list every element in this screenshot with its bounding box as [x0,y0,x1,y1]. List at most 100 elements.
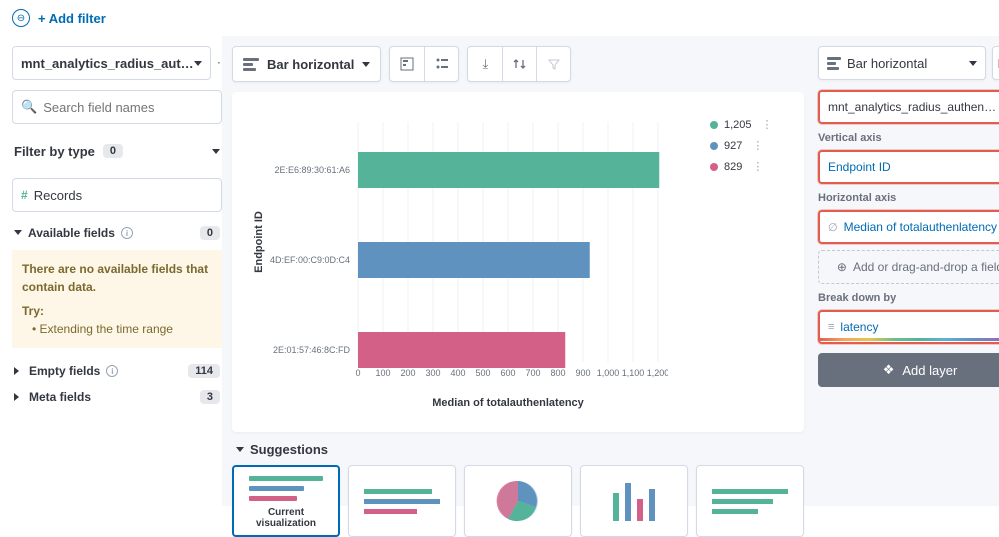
legend-label: 1,205 [724,119,752,131]
suggestion-card[interactable] [580,465,688,537]
plus-icon: ⊕ [837,260,847,274]
suggestion-card[interactable] [348,465,456,537]
svg-text:0: 0 [355,368,360,378]
empty-fields-label: Empty fields [29,364,100,378]
filter-button[interactable] [536,47,570,81]
horizontal-axis-field-name: Median of totalauthenlatency [844,220,998,234]
svg-text:800: 800 [550,368,565,378]
available-fields-label: Available fields [28,226,115,240]
layer-chart-type-select[interactable]: Bar horizontal [818,46,986,80]
vertical-axis-field[interactable]: Endpoint ID × [818,150,999,184]
layer-index-select[interactable]: mnt_analytics_radius_authenticati… [818,90,999,124]
svg-text:400: 400 [450,368,465,378]
chevron-down-icon [212,144,220,159]
legend-more-icon[interactable]: ⋮ [752,139,763,152]
available-fields-header[interactable]: Available fields i 0 [12,222,222,244]
chevron-right-icon [14,390,23,404]
breakdown-label: Break down by [818,292,999,304]
chevron-down-icon [236,442,244,457]
vertical-axis-label: Vertical axis [818,132,999,144]
filter-bar: ⊖ + Add filter [0,0,999,36]
clear-layer-button[interactable]: ◯⃕ [992,46,999,80]
add-field-dropzone[interactable]: ⊕ Add or drag-and-drop a field [818,250,999,284]
svg-text:900: 900 [575,368,590,378]
svg-text:100: 100 [375,368,390,378]
svg-text:1,200: 1,200 [647,368,668,378]
legend-dot [710,121,718,129]
add-layer-label: Add layer [902,363,957,378]
svg-text:1,100: 1,100 [622,368,645,378]
chart-canvas: 01002003004005006007008009001,0001,1001,… [232,92,804,432]
chevron-down-icon [969,56,977,71]
try-label: Try: [22,304,44,318]
legend-item[interactable]: 1,205 ⋮ [710,118,788,131]
available-fields-count: 0 [200,226,220,240]
suggestions-header[interactable]: Suggestions [232,432,804,465]
left-panel: mnt_analytics_radius_aut… ⋯ 🔍 ✕ Filter b… [0,36,222,506]
legend-dot [710,142,718,150]
horizontal-axis-label: Horizontal axis [818,192,999,204]
axis-settings-button[interactable] [424,47,458,81]
breakdown-field-name: latency [840,320,997,334]
suggestions-row: Current visualization [232,465,804,537]
suggestion-card[interactable] [696,465,804,537]
empty-fields-count: 114 [188,364,220,378]
index-pattern-select[interactable]: mnt_analytics_radius_aut… [12,46,211,80]
filter-type-count: 0 [103,144,123,158]
chart-tools: ⤓ [467,46,571,82]
legend-item[interactable]: 927 ⋮ [710,139,788,152]
try-item: Extending the time range [40,322,173,336]
field-search[interactable]: 🔍 ✕ [12,90,222,124]
add-layer-button[interactable]: ❖ Add layer [818,353,999,387]
horizontal-axis-field[interactable]: ∅ Median of totalauthenlatency × [818,210,999,244]
legend-item[interactable]: 829 ⋮ [710,160,788,173]
download-button[interactable]: ⤓ [468,47,502,81]
suggestion-card[interactable] [464,465,572,537]
info-icon: i [121,227,133,239]
field-type-icon: ≡ [828,321,834,333]
legend-position-button[interactable] [390,47,424,81]
legend-label: 927 [724,140,742,152]
suggestions-label: Suggestions [250,442,328,457]
svg-text:300: 300 [425,368,440,378]
layer-index-name: mnt_analytics_radius_authenticati… [828,100,998,114]
chart-svg: 01002003004005006007008009001,0001,1001,… [248,112,668,412]
function-icon: ∅ [828,221,838,234]
filter-by-type-row[interactable]: Filter by type 0 [12,134,222,168]
filter-icon[interactable]: ⊖ [12,9,30,27]
chart-legend: 1,205⋮927⋮829⋮ [710,112,788,416]
suggestion-caption: Current visualization [240,507,332,529]
filter-by-type-label: Filter by type [14,144,95,159]
empty-fields-header[interactable]: Empty fields i 114 [12,358,222,384]
chart-toolbar: Bar horizontal ⤓ [232,46,804,82]
svg-text:200: 200 [400,368,415,378]
chevron-right-icon [14,364,23,378]
records-icon: # [21,188,28,202]
legend-more-icon[interactable]: ⋮ [762,118,773,131]
center-panel: Bar horizontal ⤓ 01002003004005006007008… [222,36,814,506]
legend-label: 829 [724,161,742,173]
bar-horizontal-icon [827,57,841,70]
field-search-input[interactable] [43,100,219,115]
warning-text: There are no available fields that conta… [22,260,212,296]
suggestion-card-current[interactable]: Current visualization [232,465,340,537]
search-icon: 🔍 [21,99,37,115]
add-field-label: Add or drag-and-drop a field [853,260,999,274]
info-icon: i [106,365,118,377]
svg-text:700: 700 [525,368,540,378]
svg-text:2E:01:57:46:8C:FD: 2E:01:57:46:8C:FD [273,345,351,355]
records-label: Records [34,188,82,203]
legend-tools [389,46,459,82]
svg-text:4D:EF:00:C9:0D:C4: 4D:EF:00:C9:0D:C4 [270,255,350,265]
records-item[interactable]: # Records [12,178,222,212]
sort-button[interactable] [502,47,536,81]
index-pattern-name: mnt_analytics_radius_aut… [21,56,194,71]
meta-fields-header[interactable]: Meta fields 3 [12,384,222,410]
svg-text:600: 600 [500,368,515,378]
svg-text:Endpoint ID: Endpoint ID [253,211,265,273]
legend-dot [710,163,718,171]
add-filter-button[interactable]: + Add filter [38,11,106,26]
legend-more-icon[interactable]: ⋮ [752,160,763,173]
chart-type-select[interactable]: Bar horizontal [232,46,381,82]
meta-fields-label: Meta fields [29,390,91,404]
